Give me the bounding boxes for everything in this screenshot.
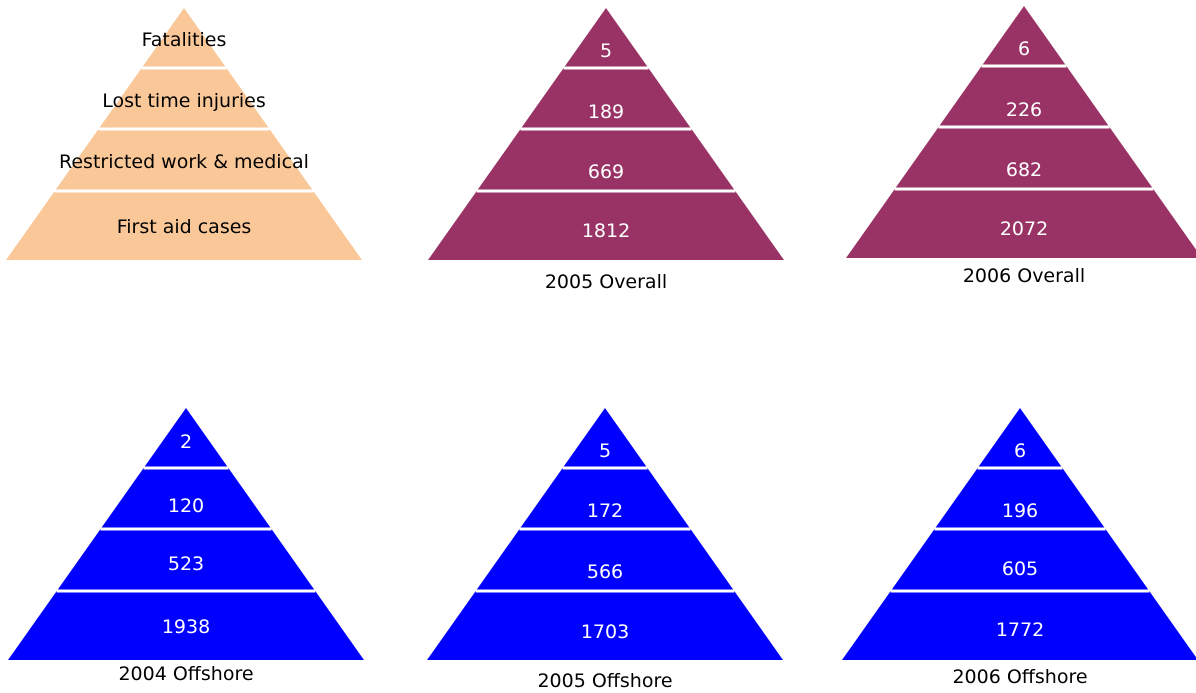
layer-lost-time-injuries bbox=[519, 468, 691, 529]
pyramid-shape bbox=[428, 8, 784, 260]
layer-restricted-work-medical bbox=[476, 129, 736, 191]
layer-restricted-work-medical bbox=[56, 529, 316, 591]
layer-restricted-work-medical bbox=[890, 529, 1150, 591]
layer-lost-time-injuries bbox=[520, 68, 692, 129]
layer-restricted-work-medical bbox=[54, 129, 314, 191]
layer-fatalities bbox=[563, 8, 649, 68]
value-fatalities: 5 bbox=[598, 440, 612, 462]
layer-restricted-work-medical bbox=[475, 529, 735, 591]
value-restricted-work-medical: 682 bbox=[1005, 159, 1043, 181]
layer-fatalities bbox=[143, 408, 229, 468]
pyramid-shape bbox=[427, 408, 783, 660]
layer-lost-time-injuries bbox=[938, 66, 1110, 127]
value-restricted-work-medical: 605 bbox=[1001, 558, 1039, 580]
layer-first-aid-cases bbox=[6, 191, 362, 260]
legend-label-lost-time-injuries: Lost time injuries bbox=[102, 90, 266, 112]
value-first-aid-cases: 2072 bbox=[999, 218, 1049, 240]
legend-label-fatalities: Fatalities bbox=[141, 29, 227, 51]
pyramid-shape bbox=[842, 408, 1196, 660]
legend-label-first-aid-cases: First aid cases bbox=[116, 216, 252, 238]
value-restricted-work-medical: 566 bbox=[586, 561, 624, 583]
pyramid-title-2005-offshore: 2005 Offshore bbox=[537, 670, 673, 692]
layer-first-aid-cases bbox=[8, 591, 364, 660]
pyramid-2005-overall: 5 189 669 1812 bbox=[428, 8, 784, 260]
pyramid-2006-overall: 6 226 682 2072 bbox=[846, 6, 1196, 258]
value-lost-time-injuries: 120 bbox=[167, 495, 205, 517]
value-restricted-work-medical: 669 bbox=[587, 161, 625, 183]
value-lost-time-injuries: 172 bbox=[586, 500, 624, 522]
value-first-aid-cases: 1938 bbox=[161, 616, 211, 638]
legend-pyramid-shape bbox=[6, 8, 362, 260]
value-restricted-work-medical: 523 bbox=[167, 553, 205, 575]
pyramid-shape bbox=[846, 6, 1196, 258]
pyramid-2004-offshore: 2 120 523 1938 bbox=[8, 408, 364, 660]
value-first-aid-cases: 1812 bbox=[581, 220, 631, 242]
pyramid-2005-offshore: 5 172 566 1703 bbox=[427, 408, 783, 660]
layer-first-aid-cases bbox=[428, 191, 784, 260]
pyramid-2006-offshore: 6 196 605 1772 bbox=[842, 408, 1196, 660]
value-fatalities: 6 bbox=[1013, 440, 1027, 462]
pyramid-title-2005-overall: 2005 Overall bbox=[544, 271, 668, 293]
value-fatalities: 2 bbox=[179, 431, 193, 453]
value-lost-time-injuries: 226 bbox=[1005, 99, 1043, 121]
layer-first-aid-cases bbox=[846, 189, 1196, 258]
layer-fatalities bbox=[977, 408, 1063, 468]
layer-first-aid-cases bbox=[427, 591, 783, 660]
layer-lost-time-injuries bbox=[98, 68, 270, 129]
value-lost-time-injuries: 196 bbox=[1001, 500, 1039, 522]
layer-fatalities bbox=[562, 408, 648, 468]
layer-lost-time-injuries bbox=[934, 468, 1106, 529]
value-fatalities: 5 bbox=[599, 40, 613, 62]
layer-restricted-work-medical bbox=[894, 127, 1154, 189]
legend-label-restricted-work-medical: Restricted work & medical bbox=[59, 151, 309, 173]
layer-first-aid-cases bbox=[842, 591, 1196, 660]
value-first-aid-cases: 1772 bbox=[995, 619, 1045, 641]
layer-lost-time-injuries bbox=[100, 468, 272, 529]
value-fatalities: 6 bbox=[1017, 38, 1031, 60]
pyramid-title-2006-offshore: 2006 Offshore bbox=[952, 666, 1088, 688]
layer-fatalities bbox=[981, 6, 1067, 66]
value-first-aid-cases: 1703 bbox=[580, 621, 630, 643]
pyramid-shape bbox=[8, 408, 364, 660]
legend-pyramid: Fatalities Lost time injuries Restricted… bbox=[6, 8, 362, 260]
layer-fatalities bbox=[141, 8, 227, 68]
pyramid-title-2004-offshore: 2004 Offshore bbox=[118, 663, 254, 685]
value-lost-time-injuries: 189 bbox=[587, 101, 625, 123]
pyramid-title-2006-overall: 2006 Overall bbox=[962, 265, 1086, 287]
